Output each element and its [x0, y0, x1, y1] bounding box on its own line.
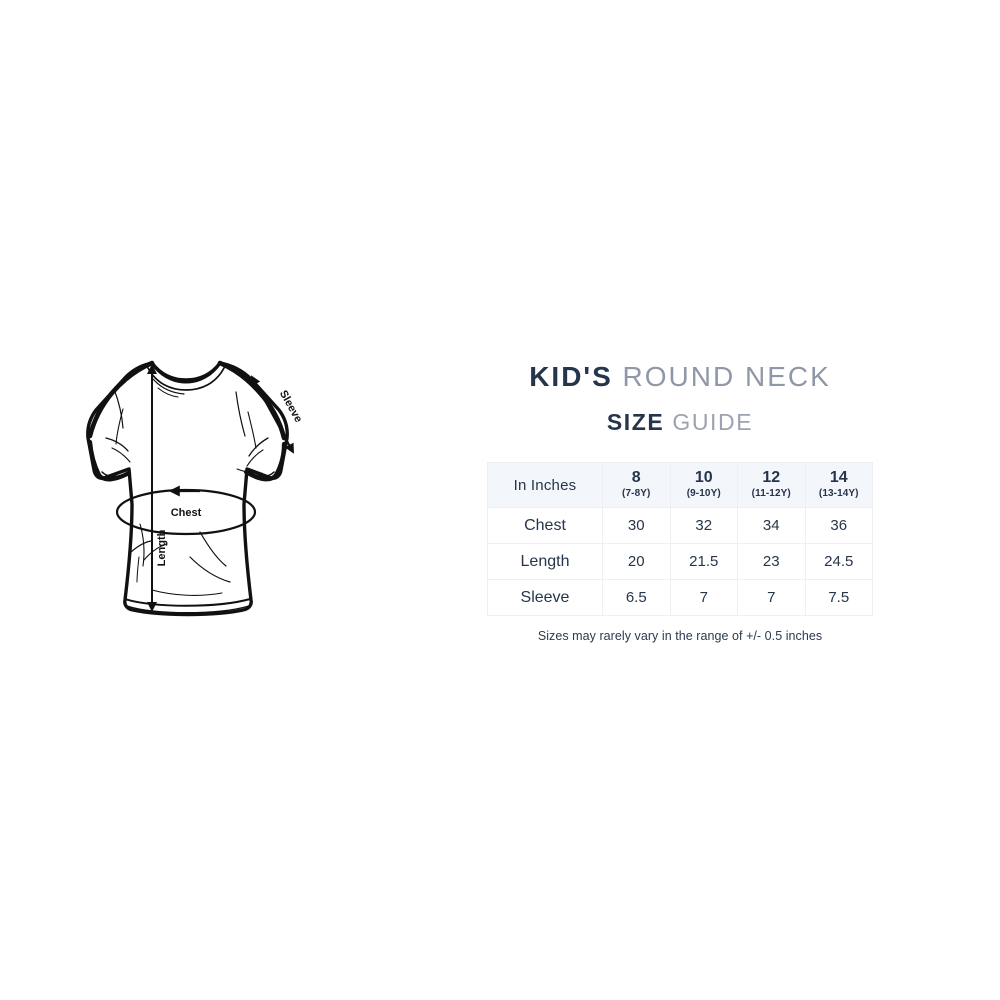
measurement-value: 7 — [669, 579, 738, 617]
size-value: 14 — [829, 468, 848, 486]
measurement-value: 7.5 — [804, 579, 873, 617]
title-block: KID'S ROUND NECK SIZE GUIDE — [450, 360, 910, 436]
page-title: KID'S ROUND NECK — [450, 360, 910, 393]
measurement-value: 21.5 — [669, 543, 738, 581]
tshirt-diagram: Chest Length Sleeve — [40, 352, 330, 652]
measurement-value: 34 — [737, 507, 806, 545]
tshirt-illustration-svg: Chest Length Sleeve — [86, 360, 304, 617]
chest-measure: Chest — [115, 485, 257, 536]
size-age-range: (11-12Y) — [751, 487, 791, 499]
title-brand: KID'S — [529, 361, 613, 392]
size-table: In Inches 8 (7-8Y) 10 (9-10Y) 12 (11-12Y… — [487, 462, 873, 617]
measurement-value: 24.5 — [804, 543, 873, 581]
length-measure: Length — [130, 364, 168, 612]
unit-header: In Inches — [487, 462, 603, 509]
size-age-range: (9-10Y) — [686, 487, 721, 499]
table-row: Sleeve 6.5 7 7 7.5 — [487, 579, 873, 617]
sleeve-label: Sleeve — [277, 388, 304, 424]
measurement-value: 36 — [804, 507, 873, 545]
size-column-header: 14 (13-14Y) — [804, 462, 873, 509]
measurement-value: 30 — [602, 507, 671, 545]
measurement-value: 32 — [669, 507, 738, 545]
size-value: 8 — [631, 468, 641, 486]
subtitle-rest: GUIDE — [672, 409, 754, 436]
size-age-range: (13-14Y) — [818, 487, 859, 499]
chest-label: Chest — [171, 507, 202, 519]
size-value: 12 — [762, 468, 781, 486]
size-variance-note: Sizes may rarely vary in the range of +/… — [537, 629, 823, 644]
measurement-value: 7 — [737, 579, 806, 617]
size-column-header: 8 (7-8Y) — [602, 462, 671, 509]
size-table-body: Chest 30 32 34 36 Length 20 21.5 23 24.5 — [487, 507, 873, 617]
size-column-header: 12 (11-12Y) — [737, 462, 806, 509]
table-row: Chest 30 32 34 36 — [487, 507, 873, 545]
size-column-header: 10 (9-10Y) — [669, 462, 738, 509]
size-value: 10 — [694, 468, 713, 486]
measurement-value: 6.5 — [602, 579, 671, 617]
size-table-container: In Inches 8 (7-8Y) 10 (9-10Y) 12 (11-12Y… — [450, 462, 910, 617]
measurement-label: Length — [487, 543, 603, 581]
measurement-value: 23 — [737, 543, 806, 581]
measurement-label: Sleeve — [487, 579, 603, 617]
size-guide-panel: KID'S ROUND NECK SIZE GUIDE In Inches 8 … — [450, 360, 910, 643]
subtitle-strong: SIZE — [606, 409, 665, 436]
tshirt-outline — [86, 360, 289, 617]
page-subtitle: SIZE GUIDE — [450, 409, 910, 436]
size-table-head: In Inches 8 (7-8Y) 10 (9-10Y) 12 (11-12Y… — [487, 462, 873, 509]
length-label: Length — [156, 529, 168, 566]
table-row: Length 20 21.5 23 24.5 — [487, 543, 873, 581]
measurement-value: 20 — [602, 543, 671, 581]
measurement-label: Chest — [487, 507, 603, 545]
size-age-range: (7-8Y) — [622, 487, 651, 499]
title-product: ROUND NECK — [622, 361, 831, 392]
table-header-row: In Inches 8 (7-8Y) 10 (9-10Y) 12 (11-12Y… — [487, 462, 873, 509]
